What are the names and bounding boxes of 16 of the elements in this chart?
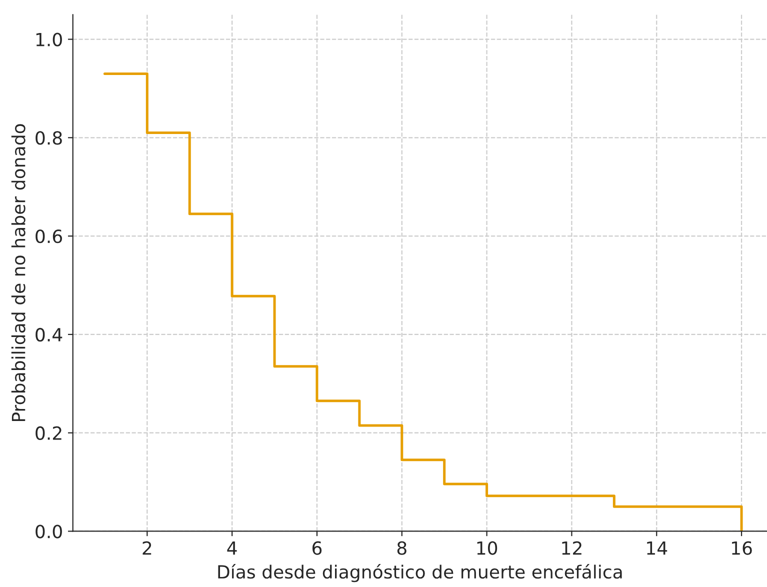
x-tick-label: 16 [732, 541, 752, 555]
y-axis-title: Probabilidad de no haber donado [11, 124, 26, 422]
y-tick-label: 0.4 [36, 328, 62, 342]
y-tick-label: 0.8 [36, 131, 62, 145]
x-tick-label: 12 [562, 541, 582, 555]
x-tick-label: 10 [477, 541, 498, 555]
x-tick-label: 6 [312, 541, 322, 555]
x-tick-label: 14 [647, 542, 668, 555]
y-tick-label: 1.0 [36, 32, 62, 46]
x-axis-title: Días desde diagnóstico de muerte encefálica [218, 564, 622, 582]
x-tick-label: 8 [397, 541, 406, 555]
y-tick-label: 0.2 [36, 426, 62, 440]
y-tick-label: 0.0 [36, 524, 62, 538]
y-tick-label: 0.6 [36, 230, 62, 244]
x-tick-label: 2 [142, 541, 152, 555]
x-tick-label: 4 [227, 542, 237, 555]
